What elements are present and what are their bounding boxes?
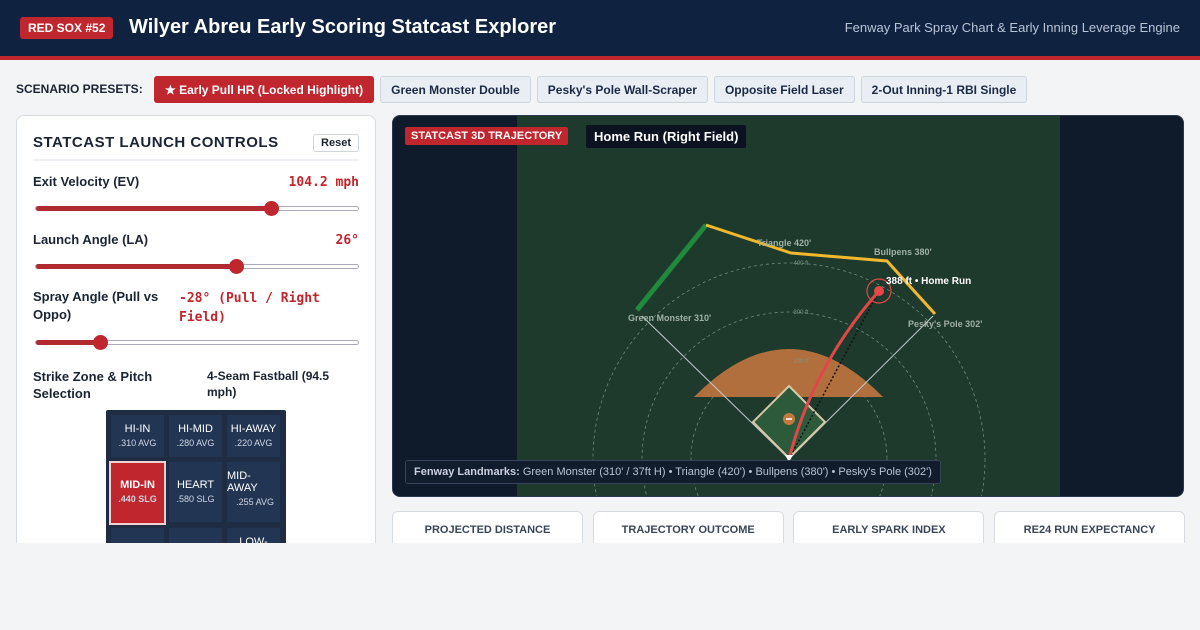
landing-point <box>874 286 884 296</box>
green-monster <box>635 223 708 312</box>
zone-stat: .220 AVG <box>234 438 273 448</box>
zone-name: HI-AWAY <box>230 423 277 435</box>
zone-name: MID-AWAY <box>227 470 258 494</box>
ring-label: 400 ft <box>793 261 808 267</box>
slider-thumb[interactable] <box>264 201 280 216</box>
presets: ★ Early Pull HR (Locked Highlight) Green … <box>154 76 1028 103</box>
pitch-label: Strike Zone & Pitch Selection <box>33 369 153 401</box>
preset-button[interactable]: Pesky's Pole Wall-Scraper <box>536 76 708 103</box>
slider-fill <box>36 340 101 345</box>
page-title: Wilyer Abreu Early Scoring Statcast Expl… <box>129 16 557 38</box>
zone-stat: .310 AVG <box>118 438 157 448</box>
divider <box>33 159 359 161</box>
slider[interactable] <box>35 201 359 216</box>
app: RED SOX #52 Wilyer Abreu Early Scoring S… <box>0 0 1200 543</box>
slider-value: 104.2 mph <box>288 175 359 190</box>
distance-ring <box>592 262 986 496</box>
zone-name: MID-IN <box>120 479 155 491</box>
zone-name: HEART <box>176 479 215 491</box>
zone-stat: .580 SLG <box>176 494 215 504</box>
controls-panel: STATCAST LAUNCH CONTROLS Reset Exit Velo… <box>16 115 376 543</box>
foul-line <box>641 315 790 460</box>
preset-button[interactable]: ★ Early Pull HR (Locked Highlight) <box>154 76 375 103</box>
zone-cell[interactable]: LOW-AWAY <box>227 528 280 543</box>
reset-button[interactable]: Reset <box>313 134 359 152</box>
preset-button[interactable]: 2-Out Inning-1 RBI Single <box>860 76 1028 103</box>
landmark-label: Bullpens 380' <box>874 247 932 257</box>
infield-dirt <box>694 349 883 397</box>
zone-cell[interactable]: HEART .580 SLG <box>169 462 222 522</box>
footer-text: Green Monster (310' / 37ft H) • Triangle… <box>522 466 932 478</box>
slider-value: 26° <box>335 233 359 248</box>
landing-ring <box>866 278 892 304</box>
ring-label: 200 ft <box>793 359 808 365</box>
preset-button[interactable]: Green Monster Double <box>380 76 531 103</box>
slider[interactable] <box>35 335 359 350</box>
zone-stat: .255 AVG <box>236 497 274 507</box>
metric-card: RE24 RUN EXPECTANCY <box>994 511 1186 543</box>
panel-title: STATCAST LAUNCH CONTROLS <box>33 134 279 151</box>
field: Triangle 420' Bullpens 380' Green Monste… <box>517 116 1060 496</box>
pitch-value: 4-Seam Fastball (94.5 mph) <box>207 369 330 399</box>
home-plate <box>785 455 793 462</box>
landmarks-footer: Fenway Landmarks: Green Monster (310' / … <box>405 460 941 484</box>
outfield-wall <box>705 223 937 316</box>
footer-label: Fenway Landmarks: <box>414 466 520 478</box>
strike-zone: HI-IN .310 AVG HI-MID .280 AVG HI-AWAY .220 A… <box>106 410 286 543</box>
presets-label: SCENARIO PRESETS: <box>16 82 143 96</box>
metric-card: TRAJECTORY OUTCOME <box>592 511 784 543</box>
landmark-label: Green Monster 310' <box>628 313 711 323</box>
slider-fill <box>36 264 236 269</box>
zone-cell[interactable]: HI-AWAY .220 AVG <box>227 415 280 457</box>
team-badge: RED SOX #52 <box>20 17 114 39</box>
slider-fill <box>36 206 272 211</box>
distance-ring <box>690 360 888 496</box>
result-label: 388 ft • Home Run <box>886 276 971 287</box>
landmark-label: Pesky's Pole 302' <box>908 319 982 329</box>
slider-thumb[interactable] <box>228 259 244 274</box>
header: RED SOX #52 Wilyer Abreu Early Scoring S… <box>0 0 1200 60</box>
slider-label: Launch Angle (LA) <box>33 232 149 247</box>
preset-button[interactable]: Opposite Field Laser <box>713 76 855 103</box>
slider[interactable] <box>35 259 359 274</box>
zone-name: LOW-AWAY <box>239 536 268 543</box>
trajectory-panel: Triangle 420' Bullpens 380' Green Monste… <box>392 115 1184 497</box>
distance-ring <box>641 311 937 496</box>
zone-stat: .440 SLG <box>118 494 157 504</box>
slider-thumb[interactable] <box>93 335 109 350</box>
trajectory-badge: STATCAST 3D TRAJECTORY <box>405 127 569 145</box>
trajectory-title: Home Run (Right Field) <box>586 125 747 148</box>
zone-cell[interactable]: MID-IN .440 SLG <box>109 461 166 525</box>
zone-name: HI-MID <box>178 423 213 435</box>
metric-card: PROJECTED DISTANCE <box>392 511 583 543</box>
slider-value: -28° (Pull / Right Field) <box>179 291 320 325</box>
slider-label: Exit Velocity (EV) <box>33 174 140 189</box>
slider-label: Spray Angle (Pull vs Oppo) <box>33 289 159 322</box>
ball-flight <box>787 290 881 460</box>
page-subtitle: Fenway Park Spray Chart & Early Inning L… <box>844 20 1180 35</box>
zone-cell[interactable] <box>169 528 222 543</box>
zone-cell[interactable]: HI-IN .310 AVG <box>111 415 164 457</box>
zone-cell[interactable]: MID-AWAY .255 AVG <box>227 462 280 522</box>
zone-stat: .280 AVG <box>176 438 215 448</box>
metric-card: EARLY SPARK INDEX <box>793 511 985 543</box>
zone-cell[interactable]: HI-MID .280 AVG <box>169 415 222 457</box>
ring-label: 300 ft <box>793 310 808 316</box>
zone-cell[interactable] <box>111 528 164 543</box>
landmark-label: Triangle 420' <box>757 238 811 248</box>
zone-name: HI-IN <box>124 423 151 435</box>
